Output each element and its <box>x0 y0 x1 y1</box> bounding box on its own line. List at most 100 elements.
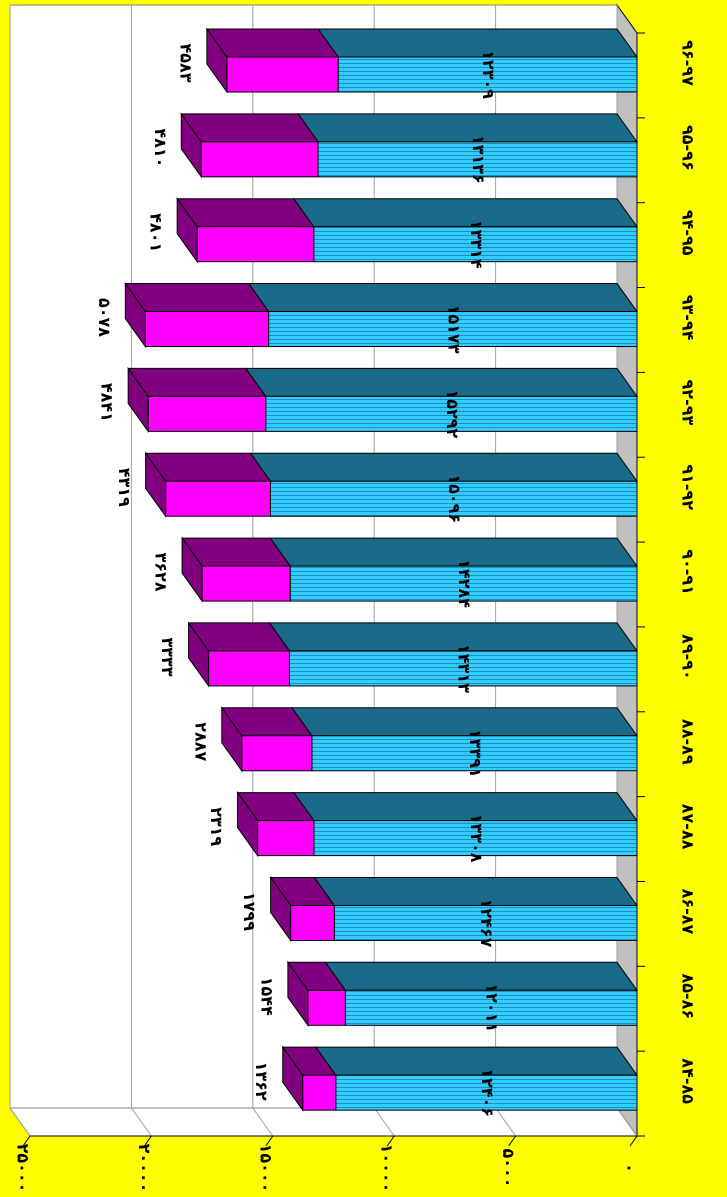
value-label: ۱۲۰۱۱ <box>483 983 502 1032</box>
bar <box>333 904 638 941</box>
value-label: ۱۳۳۹۱ <box>466 729 485 778</box>
bar <box>201 565 291 602</box>
bar <box>144 311 270 348</box>
x-tick <box>22 1135 31 1147</box>
bar-top <box>127 367 267 397</box>
value-label: ۴۸۰۱ <box>147 213 166 252</box>
y-tick-label: ۹۴-۹۵ <box>679 210 698 256</box>
bar <box>288 650 638 687</box>
bar-end <box>270 875 292 943</box>
value-label: ۵۰۷۸ <box>95 298 114 337</box>
bar-end <box>282 1045 304 1112</box>
y-tick-label: ۸۹-۹۰ <box>679 634 698 680</box>
value-label: ۱۲۴۰۶ <box>478 1068 497 1117</box>
x-tick-label: ۲۵۰۰۰ <box>14 1144 33 1193</box>
bar-end <box>237 791 259 858</box>
bar-top <box>317 28 638 58</box>
bar-top <box>144 452 272 482</box>
x-tick-label: ۱۰۰۰۰ <box>378 1144 397 1193</box>
y-tick-label: ۹۳-۹۴ <box>679 295 698 341</box>
value-label: ۴۳۱۹ <box>115 468 134 507</box>
value-label: ۱۳۶۲ <box>252 1062 271 1101</box>
y-tick-label: ۸۷-۸۸ <box>679 804 698 850</box>
bar-top <box>324 961 638 991</box>
bar <box>241 735 313 772</box>
x-tick <box>508 1135 517 1147</box>
y-tick-label: ۹۰-۹۱ <box>679 549 698 595</box>
bar-top <box>269 537 638 567</box>
y-tick-label: ۹۱-۹۲ <box>679 464 698 510</box>
value-label: ۲۳۱۹ <box>207 807 226 846</box>
value-label: ۱۵۲۹۲ <box>443 389 462 438</box>
bar-end <box>287 960 309 1027</box>
bar <box>307 989 346 1026</box>
bar <box>257 820 315 857</box>
bar-top <box>249 452 638 482</box>
bar-end <box>124 281 146 349</box>
bar-end <box>206 27 228 94</box>
bar-end <box>188 621 210 688</box>
bar-top <box>290 707 638 737</box>
bar <box>200 141 319 178</box>
x-tick-label: ۰ <box>621 1163 640 1173</box>
y-tick-label: ۹۶-۹۷ <box>679 40 698 86</box>
bar-top <box>313 876 638 906</box>
bar <box>335 1074 638 1111</box>
bar <box>269 480 638 517</box>
x-tick-label: ۵۰۰۰ <box>499 1148 518 1187</box>
bar <box>165 480 271 517</box>
value-label: ۱۴۳۱۳ <box>455 644 474 693</box>
y-tick-label: ۹۲-۹۳ <box>679 380 698 426</box>
value-label: ۱۳۱۳۶ <box>469 135 488 184</box>
floor <box>9 1107 638 1137</box>
bar-top <box>176 198 315 228</box>
bar-top <box>292 792 638 822</box>
value-label: ۳۶۲۸ <box>152 553 171 592</box>
bar-top <box>247 283 638 313</box>
value-label: ۱۲۳۰۹ <box>479 50 498 99</box>
bar-end <box>181 536 203 603</box>
bar-top <box>205 28 340 58</box>
value-label: ۳۳۳۳ <box>158 637 177 676</box>
bar <box>289 565 638 602</box>
bar-end <box>127 366 149 433</box>
x-tick <box>265 1135 274 1147</box>
bar-end <box>176 197 198 264</box>
value-label: ۴۵۸۳ <box>176 43 195 82</box>
bar <box>317 141 638 178</box>
y-tick-label: ۸۵-۸۶ <box>679 973 698 1019</box>
bar <box>302 1074 337 1111</box>
bar-top <box>268 622 638 652</box>
bar <box>265 395 638 432</box>
bar <box>196 226 315 263</box>
y-tick-label: ۸۸-۸۹ <box>679 719 698 765</box>
value-label: ۱۳۳۰۸ <box>467 814 486 863</box>
x-tick <box>143 1135 152 1147</box>
value-label: ۴۸۱۰ <box>151 128 170 167</box>
bar <box>147 395 267 432</box>
value-label: ۱۳۳۱۴ <box>467 220 486 269</box>
y-tick-label: ۸۶-۸۷ <box>679 889 698 935</box>
value-label: ۲۸۸۷ <box>191 722 210 761</box>
value-label: ۱۵۱۷۳ <box>444 305 463 354</box>
bar-top <box>180 113 320 143</box>
bar <box>337 56 638 93</box>
grid-line <box>9 5 31 1137</box>
value-label: ۱۷۹۹ <box>240 892 259 931</box>
bar <box>208 650 290 687</box>
x-tick-label: ۲۰۰۰۰ <box>135 1144 154 1193</box>
bar <box>226 56 339 93</box>
value-label: ۱۵۴۴ <box>257 977 276 1016</box>
bar-end <box>180 112 202 179</box>
y-tick-label: ۹۵-۹۶ <box>679 125 698 171</box>
value-label: ۴۸۴۱ <box>98 383 117 422</box>
bar-top <box>124 283 270 313</box>
bar-end <box>221 706 243 773</box>
x-tick <box>629 1135 638 1147</box>
value-label: ۱۲۴۶۷ <box>477 899 496 948</box>
bar-top <box>297 113 638 143</box>
x-tick <box>386 1135 395 1147</box>
value-label: ۱۵۰۹۶ <box>445 474 464 523</box>
x-tick-label: ۱۵۰۰۰ <box>256 1144 275 1193</box>
